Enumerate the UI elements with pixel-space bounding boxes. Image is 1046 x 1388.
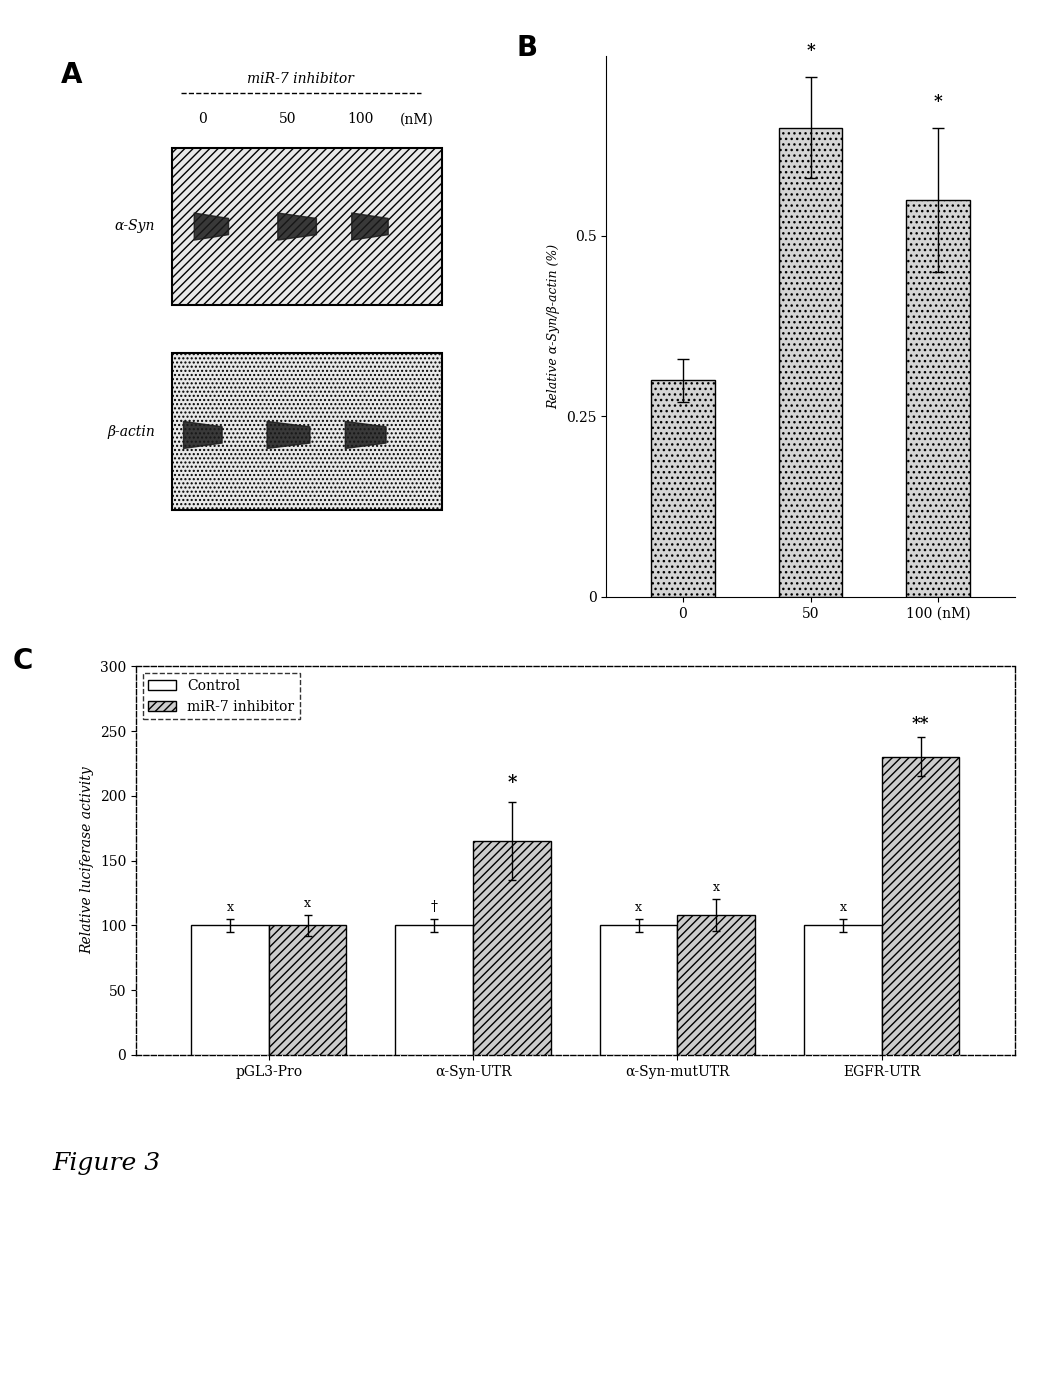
Y-axis label: Relative luciferase activity: Relative luciferase activity bbox=[81, 766, 94, 955]
Text: x: x bbox=[840, 901, 846, 913]
Text: A: A bbox=[61, 61, 83, 89]
Bar bbox=[651, 380, 714, 597]
Text: x: x bbox=[635, 901, 642, 913]
Text: *: * bbox=[806, 42, 815, 60]
Bar bbox=[804, 926, 882, 1055]
Bar bbox=[173, 147, 442, 304]
Text: 0: 0 bbox=[198, 112, 207, 126]
Text: x: x bbox=[304, 897, 311, 909]
Text: α-Syn: α-Syn bbox=[115, 219, 155, 233]
Bar bbox=[599, 926, 678, 1055]
Y-axis label: Relative α-Syn/β-actin (%): Relative α-Syn/β-actin (%) bbox=[548, 244, 561, 408]
Text: (nM): (nM) bbox=[400, 112, 433, 126]
Bar bbox=[778, 128, 842, 597]
Bar bbox=[395, 926, 473, 1055]
Text: †: † bbox=[431, 899, 438, 913]
Bar bbox=[173, 147, 442, 304]
Text: *: * bbox=[934, 93, 942, 110]
Legend: Control, miR-7 inhibitor: Control, miR-7 inhibitor bbox=[143, 673, 300, 719]
Bar bbox=[473, 841, 551, 1055]
Text: 50: 50 bbox=[279, 112, 297, 126]
Text: x: x bbox=[712, 881, 720, 894]
Text: x: x bbox=[227, 901, 233, 913]
Bar bbox=[191, 926, 269, 1055]
Text: β-actin: β-actin bbox=[108, 425, 155, 439]
Bar bbox=[906, 200, 970, 597]
Bar bbox=[678, 915, 755, 1055]
Text: miR-7 inhibitor: miR-7 inhibitor bbox=[248, 72, 355, 86]
Text: **: ** bbox=[912, 715, 930, 733]
Bar bbox=[173, 354, 442, 511]
Bar bbox=[882, 756, 959, 1055]
Text: *: * bbox=[507, 775, 517, 793]
Text: 100: 100 bbox=[347, 112, 374, 126]
Text: Figure 3: Figure 3 bbox=[52, 1152, 160, 1176]
Bar bbox=[173, 354, 442, 511]
Bar bbox=[269, 926, 346, 1055]
Text: C: C bbox=[13, 647, 33, 675]
Text: B: B bbox=[517, 33, 538, 62]
